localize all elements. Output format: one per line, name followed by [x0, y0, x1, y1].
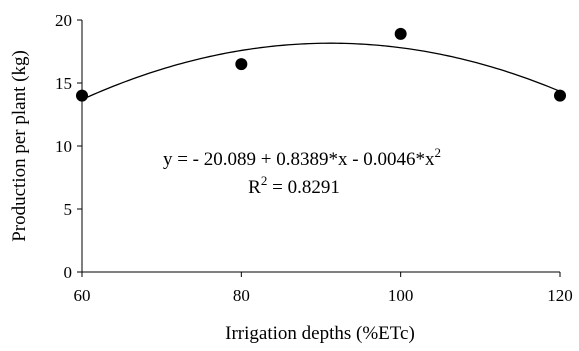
- x-tick-label: 100: [388, 286, 414, 305]
- x-axis-title: Irrigation depths (%ETc): [225, 323, 415, 344]
- trendline-group: [81, 42, 561, 101]
- y-axis-title: Production per plant (kg): [9, 50, 30, 242]
- x-tick-label: 80: [233, 286, 250, 305]
- data-point: [235, 58, 248, 71]
- axes: [77, 19, 561, 277]
- tick-labels: 0 5 10 15 20 60 80 100 120: [55, 11, 573, 305]
- data-point: [76, 89, 88, 102]
- regression-equation: y = - 20.089 + 0.8389*x - 0.0046*x2: [163, 145, 441, 170]
- x-tick-label: 120: [547, 286, 573, 305]
- y-tick-label: 20: [55, 11, 72, 30]
- data-point: [554, 89, 566, 102]
- y-tick-label: 15: [55, 74, 72, 93]
- y-tick-label: 5: [64, 200, 73, 219]
- trendline: [81, 42, 561, 101]
- data-point: [394, 27, 407, 40]
- y-tick-label: 0: [64, 263, 73, 282]
- r-squared: R2 = 0.8291: [248, 173, 340, 198]
- x-tick-label: 60: [74, 286, 91, 305]
- y-tick-label: 10: [55, 137, 72, 156]
- data-points: [76, 27, 566, 102]
